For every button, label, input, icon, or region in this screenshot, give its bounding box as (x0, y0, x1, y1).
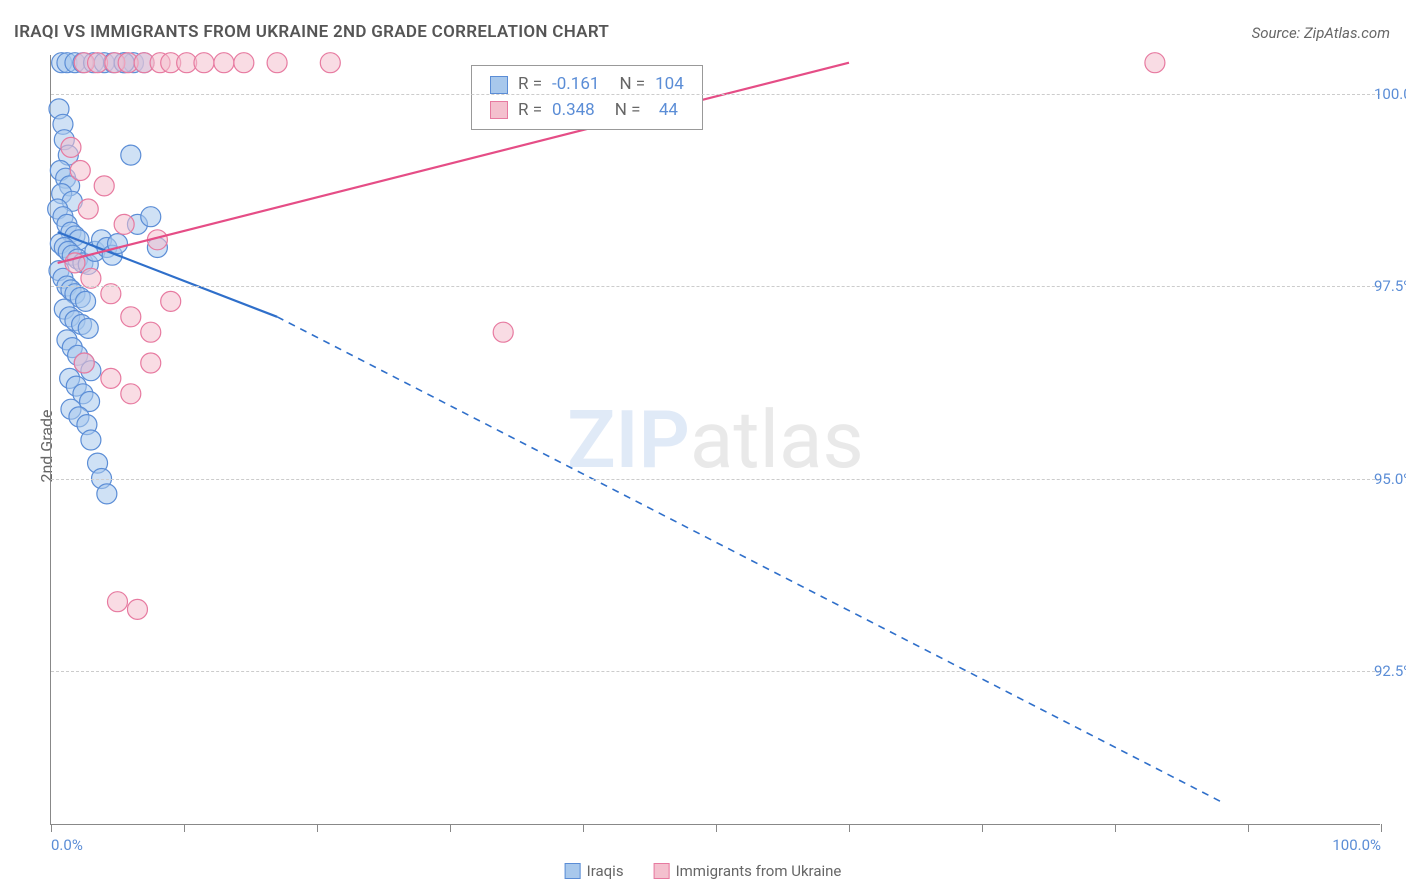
gridline-h (51, 479, 1380, 480)
x-tick (1248, 824, 1249, 832)
gridline-h (51, 94, 1380, 95)
x-tick (583, 824, 584, 832)
scatter-point-ukraine (94, 176, 114, 196)
scatter-point-ukraine (1145, 53, 1165, 73)
y-tick-label: 97.5% (1374, 277, 1406, 295)
scatter-point-iraqis (121, 145, 141, 165)
scatter-point-ukraine (121, 384, 141, 404)
y-tick-label: 92.5% (1374, 662, 1406, 680)
scatter-point-ukraine (493, 322, 513, 342)
y-tick-label: 95.0% (1374, 470, 1406, 488)
scatter-point-ukraine (214, 53, 234, 73)
source-attribution: Source: ZipAtlas.com (1252, 24, 1390, 42)
regression-line-dashed-iraqis (277, 317, 1221, 802)
legend-swatch (565, 863, 581, 879)
stats-row: R = 0.348 N = 44 (490, 98, 684, 124)
x-tick (1115, 824, 1116, 832)
gridline-h (51, 286, 1380, 287)
scatter-point-ukraine (194, 53, 214, 73)
legend-swatch (490, 76, 508, 94)
x-tick (317, 824, 318, 832)
scatter-point-ukraine (127, 599, 147, 619)
scatter-point-iraqis (141, 207, 161, 227)
scatter-point-ukraine (74, 353, 94, 373)
chart-title: IRAQI VS IMMIGRANTS FROM UKRAINE 2ND GRA… (14, 22, 609, 42)
x-tick (982, 824, 983, 832)
scatter-point-ukraine (121, 307, 141, 327)
scatter-point-ukraine (234, 53, 254, 73)
legend-item: Immigrants from Ukraine (654, 860, 842, 880)
stat-r-value: 0.348 (552, 98, 595, 124)
x-tick (51, 824, 52, 832)
scatter-point-ukraine (78, 199, 98, 219)
scatter-point-ukraine (141, 322, 161, 342)
legend-label: Immigrants from Ukraine (676, 862, 842, 880)
stat-n-label: N = (615, 98, 641, 124)
x-tick (450, 824, 451, 832)
x-tick (716, 824, 717, 832)
legend-item: Iraqis (565, 860, 624, 880)
scatter-point-iraqis (81, 430, 101, 450)
legend-swatch (654, 863, 670, 879)
scatter-point-iraqis (76, 291, 96, 311)
scatter-point-iraqis (97, 484, 117, 504)
scatter-point-ukraine (70, 161, 90, 181)
scatter-point-ukraine (267, 53, 287, 73)
stat-r-label: R = (518, 98, 542, 124)
scatter-point-ukraine (320, 53, 340, 73)
x-tick-label: 0.0% (51, 836, 83, 854)
scatter-point-ukraine (161, 291, 181, 311)
plot-area: ZIPatlas R =-0.161N =104R =0.348N = 44 9… (50, 55, 1380, 825)
legend-bottom: Iraqis Immigrants from Ukraine (565, 860, 842, 880)
stat-n-value: 44 (650, 98, 678, 124)
x-tick (184, 824, 185, 832)
scatter-point-ukraine (114, 214, 134, 234)
legend-swatch (490, 101, 508, 119)
scatter-point-ukraine (101, 368, 121, 388)
gridline-h (51, 671, 1380, 672)
chart-svg (51, 55, 1380, 824)
legend-label: Iraqis (587, 862, 624, 880)
x-tick (1381, 824, 1382, 832)
scatter-point-ukraine (141, 353, 161, 373)
stats-box: R =-0.161N =104R =0.348N = 44 (471, 65, 703, 130)
y-tick-label: 100.0% (1374, 85, 1406, 103)
scatter-point-ukraine (108, 592, 128, 612)
x-tick-label: 100.0% (1332, 836, 1381, 854)
x-tick (849, 824, 850, 832)
scatter-point-iraqis (78, 318, 98, 338)
scatter-point-ukraine (61, 137, 81, 157)
